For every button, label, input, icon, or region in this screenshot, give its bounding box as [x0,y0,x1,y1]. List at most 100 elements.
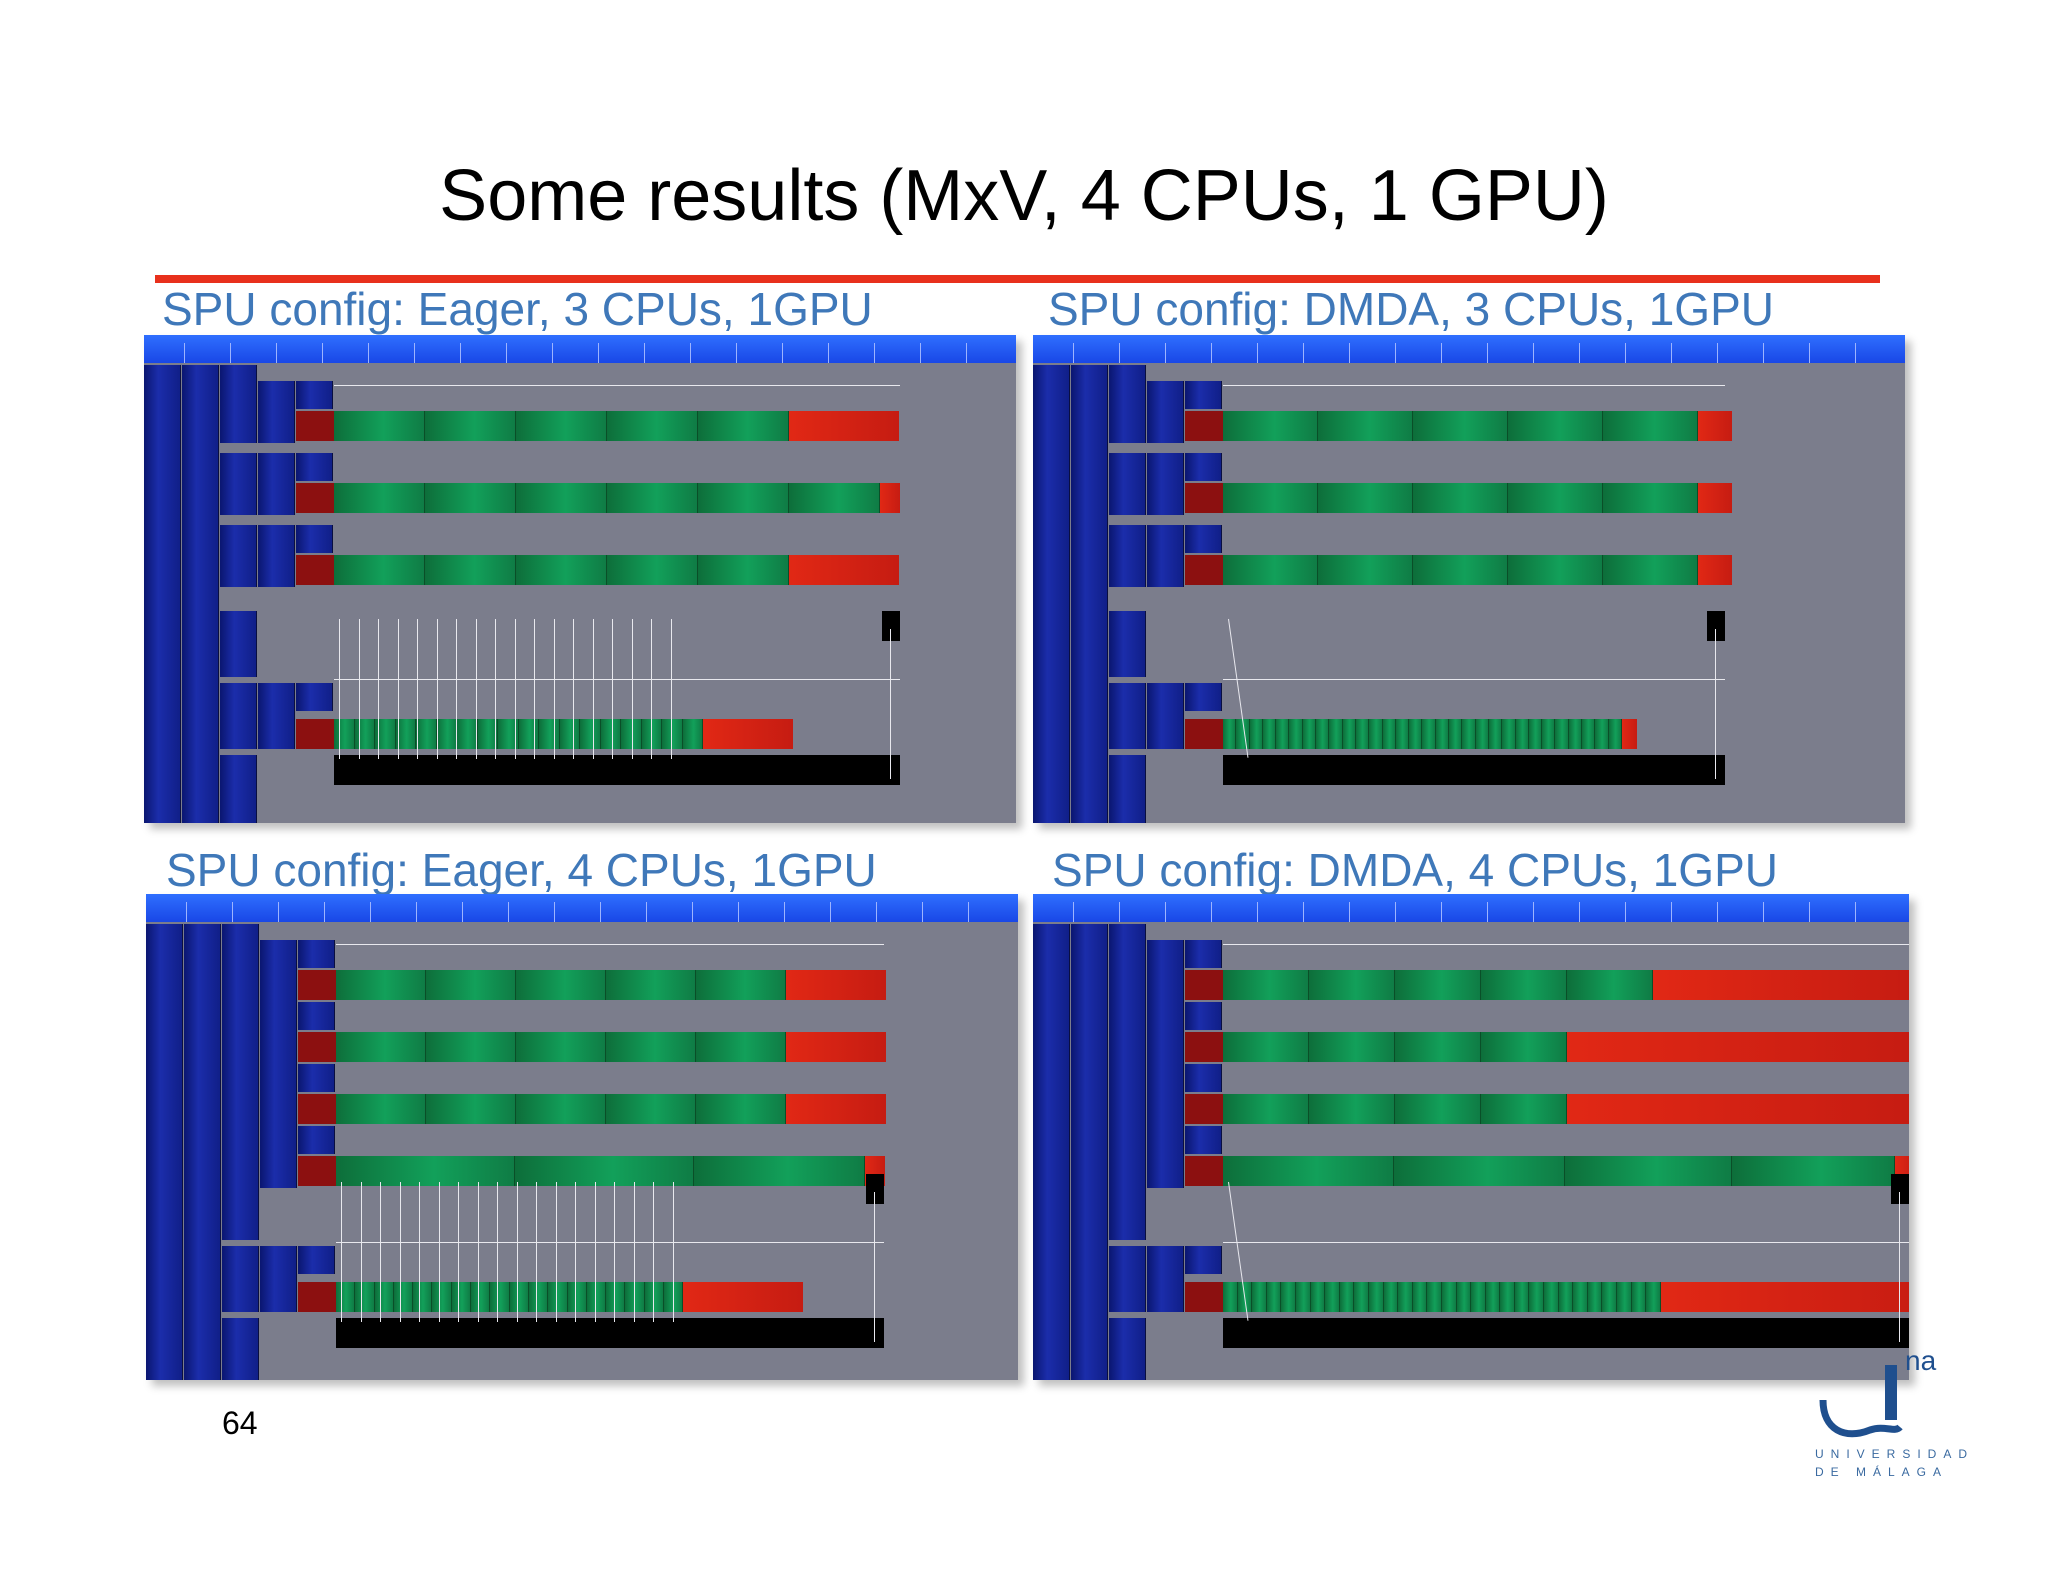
tree-node-memnode-gpu [1109,1246,1146,1312]
tree-column-root [1033,365,1070,823]
gpu-task-segment [1369,719,1383,749]
gpu-overhead-segment [703,719,793,749]
tree-node-cpu [1185,940,1222,968]
gpu-task-segment [1422,719,1436,749]
scheduler-trace-line [1223,944,1909,945]
tree-node-cpu [298,940,335,968]
tree-node-worker [1147,525,1184,587]
gpu-task-segment [1435,719,1450,749]
transfer-arrow [631,619,633,759]
gpu-task-segment [451,1282,472,1312]
panel-label-eager-4cpu: SPU config: Eager, 4 CPUs, 1GPU [166,844,877,896]
gpu-task-segment [1329,719,1343,749]
tree-node-memnode [1109,525,1146,587]
idle-segment [1185,970,1223,1000]
timeline-tick [1809,902,1810,922]
tree-node-cpu [1185,381,1222,409]
timeline-tick [1211,343,1212,363]
task-segment [696,970,786,1000]
transfer-arrow [380,1182,381,1322]
timeline-tick [1441,343,1442,363]
gpu-task-segment [1252,1282,1267,1312]
gpu-task-segment [1542,719,1556,749]
timeline-tick [1303,343,1304,363]
timeline-tick [508,902,509,922]
gpu-task-segment [1409,719,1423,749]
task-segment [516,1032,606,1062]
overhead-segment [786,1094,886,1124]
timeline-tick [1809,343,1810,363]
tree-node-worker [258,525,295,587]
timeline-tick [554,902,555,922]
tree-node-cuda [296,683,333,711]
gpu-task-segment [1568,719,1583,749]
transfer-arrow [514,619,516,759]
gpu-task-segment [1339,1282,1355,1312]
gpu-task-segment [1471,1282,1486,1312]
task-segment [607,483,698,513]
tree-node-memnode [1109,1002,1146,1064]
task-segment [1413,411,1508,441]
timeline-tick [1303,902,1304,922]
gpu-task-segment [580,719,601,749]
gpu-task-segment [1262,719,1277,749]
tree-node-worker [260,1064,297,1126]
timeline-tick [416,902,417,922]
transfer-arrow [651,619,652,759]
tree-node-cpu [298,1064,335,1092]
tree-node-worker [260,1002,297,1064]
gpu-task-segment [528,1282,549,1312]
task-segment [1223,411,1318,441]
task-segment [1318,411,1413,441]
timeline-tick [1487,902,1488,922]
gpu-task-segment [644,1282,665,1312]
memory-trace-line [1223,1242,1909,1243]
timeline-tick [738,902,739,922]
task-bar-row [1185,555,1732,585]
transfer-arrow [534,619,535,759]
idle-segment [1185,411,1223,441]
task-segment [334,483,425,513]
tree-node-memmanager-2 [220,755,257,823]
task-segment [696,1032,786,1062]
transfer-arrow [594,1182,596,1322]
gpu-task-segment [1302,719,1317,749]
task-bar-row [1185,411,1732,441]
gpu-task-segment [374,1282,394,1312]
task-bar-row [1185,483,1732,513]
gpu-overhead-segment [1621,719,1637,749]
task-segment [426,1032,516,1062]
timeline-tick [186,902,187,922]
transfer-arrow [438,1182,440,1322]
transfer-arrow [419,1182,420,1322]
task-bar-row [298,970,886,1000]
timeline-tick [1671,343,1672,363]
transfer-bar [336,1318,884,1348]
task-segment [516,555,607,585]
transfer-marker [866,1174,884,1204]
timeline-tick [1257,902,1258,922]
task-segment [426,970,516,1000]
task-segment [1565,1156,1732,1186]
transfer-arrow [497,1182,498,1322]
task-bar-row [1185,970,1909,1000]
transfer-arrow [1715,629,1716,779]
overhead-segment [1653,970,1909,1000]
tree-node-worker-gpu [1147,1246,1184,1312]
task-segment [607,555,698,585]
timeline-tick [1533,343,1534,363]
gpu-task-segment [1354,1282,1369,1312]
tree-node-cpu [298,1002,335,1030]
task-segment [1395,1032,1481,1062]
task-segment [694,1156,865,1186]
tree-node-memmanager-2 [1109,755,1146,823]
gpu-task-segment [1617,1282,1632,1312]
timeline-tick [324,902,325,922]
task-segment [1481,970,1567,1000]
tree-column-root [146,924,183,1380]
task-segment [1223,970,1309,1000]
tree-node-memnode [222,1064,259,1126]
task-segment [1603,411,1698,441]
task-segment [1481,1094,1567,1124]
task-segment [1508,555,1603,585]
